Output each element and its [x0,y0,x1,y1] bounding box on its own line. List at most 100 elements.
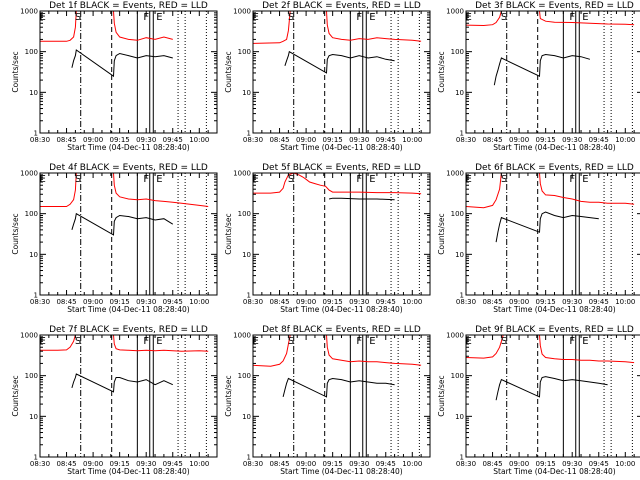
x-tick-label: 08:45 [482,298,502,306]
y-axis-label: Counts/sec [224,51,233,92]
event-marker-label: F [143,336,149,347]
x-tick-label: 09:45 [163,298,183,306]
y-axis-label: Counts/sec [437,51,446,92]
event-marker-label: E [369,336,375,347]
x-tick-label: 09:30 [136,136,156,144]
events-series-line [71,212,174,236]
chart-panel-9: Det 9f BLACK = Events, RED = LLD 1 10 100 10… [437,325,640,476]
plot-frame [252,10,431,134]
x-axis-label: Start Time (04-Dec-11 08:28:40) [493,467,615,476]
x-tick-label: 09:30 [349,136,369,144]
events-series-line [282,377,395,398]
x-tick-label: 10:00 [402,136,422,144]
y-tick-label: 1000 [446,170,464,178]
x-tick-label: 09:30 [136,460,156,468]
event-marker-label: E [39,336,45,347]
event-marker-label: E [252,174,258,185]
chart-title: Det 5f BLACK = Events, RED = LLD [262,163,421,173]
y-tick-label: 100 [238,372,251,380]
event-marker-label: E [582,336,588,347]
x-axis-label: Start Time (04-Dec-11 08:28:40) [493,143,615,152]
y-tick-label: 100 [25,372,38,380]
events-series-line [328,197,395,201]
y-tick-label: 1000 [20,170,38,178]
x-tick-label: 08:45 [269,136,289,144]
y-tick-label: 10 [455,89,464,97]
event-marker-label: S [288,336,294,347]
y-tick-label: 1 [34,292,38,300]
lld-series-line [466,11,635,27]
x-tick-label: 09:45 [376,298,396,306]
y-tick-label: 100 [451,372,464,380]
lld-series-line [253,173,422,195]
x-tick-label: 09:00 [296,136,316,144]
y-axis-label: Counts/sec [11,375,20,416]
x-tick-label: 08:45 [482,460,502,468]
x-tick-label: 09:30 [562,136,582,144]
x-tick-label: 09:00 [296,298,316,306]
event-marker-label: F [143,12,149,23]
lld-series-line [253,335,422,367]
x-tick-label: 09:15 [323,460,343,468]
y-tick-label: 100 [25,210,38,218]
y-tick-label: 10 [455,413,464,421]
chart-panel-8: Det 8f BLACK = Events, RED = LLD 1 10 100 10… [224,325,431,476]
x-tick-label: 09:00 [83,136,103,144]
y-tick-label: 1000 [20,332,38,340]
y-tick-label: 100 [451,210,464,218]
x-tick-label: 10:00 [615,298,635,306]
x-axis-label: Start Time (04-Dec-11 08:28:40) [493,305,615,314]
x-tick-label: 09:00 [296,460,316,468]
event-marker-label: E [465,336,471,347]
x-tick-label: 09:30 [349,460,369,468]
event-marker-label: S [75,174,81,185]
y-tick-label: 10 [242,251,251,259]
event-marker-label: F [143,174,149,185]
event-marker-label: F [569,12,575,23]
events-series-line [71,373,174,393]
plot-frame [39,10,218,134]
x-tick-label: 09:45 [163,460,183,468]
event-marker-label: S [75,12,81,23]
x-tick-label: 10:00 [402,298,422,306]
x-tick-label: 09:45 [376,136,396,144]
plot-frame [252,334,431,458]
plot-frame [39,172,218,296]
event-marker-label: S [501,336,507,347]
x-tick-label: 08:45 [482,136,502,144]
x-tick-label: 08:30 [456,298,476,306]
x-tick-label: 08:30 [456,460,476,468]
event-marker-label: E [252,336,258,347]
events-series-line [493,53,591,86]
chart-title: Det 4f BLACK = Events, RED = LLD [49,163,208,173]
chart-title: Det 3f BLACK = Events, RED = LLD [475,1,634,11]
event-marker-label: E [369,12,375,23]
y-tick-label: 1 [247,130,251,138]
chart-title: Det 6f BLACK = Events, RED = LLD [475,163,634,173]
x-tick-label: 08:45 [269,460,289,468]
event-marker-label: E [39,174,45,185]
x-tick-label: 08:30 [30,460,50,468]
y-tick-label: 10 [29,251,38,259]
chart-panel-2: Det 2f BLACK = Events, RED = LLD 1 10 100 10… [224,1,431,152]
y-axis-label: Counts/sec [11,51,20,92]
chart-title: Det 2f BLACK = Events, RED = LLD [262,1,421,11]
y-tick-label: 1000 [20,8,38,16]
x-tick-label: 08:45 [56,298,76,306]
event-marker-label: S [288,174,294,185]
x-tick-label: 10:00 [615,136,635,144]
x-tick-label: 10:00 [402,460,422,468]
y-axis-label: Counts/sec [437,213,446,254]
x-axis-label: Start Time (04-Dec-11 08:28:40) [67,143,189,152]
x-tick-label: 09:45 [163,136,183,144]
event-marker-label: E [156,336,162,347]
x-tick-label: 09:00 [83,460,103,468]
events-series-line [284,50,395,74]
x-tick-label: 09:00 [509,460,529,468]
lld-series-line [40,11,173,42]
plot-frame [39,334,218,458]
event-marker-label: E [369,174,375,185]
x-tick-label: 09:00 [509,298,529,306]
y-tick-label: 1000 [446,332,464,340]
